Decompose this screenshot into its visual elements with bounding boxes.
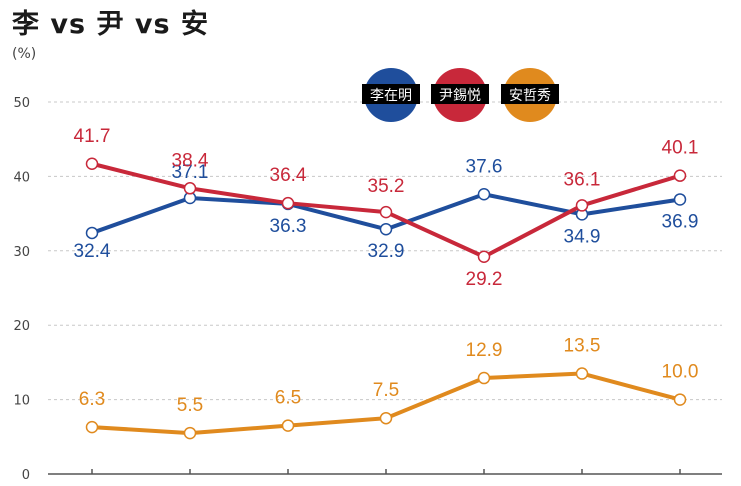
- data-point: [85, 420, 99, 434]
- data-label: 34.9: [564, 226, 601, 247]
- data-label: 12.9: [466, 340, 503, 361]
- data-point: [673, 169, 687, 182]
- data-label: 38.4: [172, 150, 209, 171]
- data-label: 37.6: [466, 156, 503, 177]
- data-point: [85, 157, 99, 171]
- data-label: 32.9: [368, 241, 405, 262]
- data-label: 36.1: [564, 169, 601, 190]
- data-label: 36.9: [662, 211, 699, 232]
- chart-title: 李 vs 尹 vs 安: [12, 9, 209, 40]
- data-label: 32.4: [74, 241, 111, 262]
- data-label: 41.7: [74, 126, 111, 147]
- data-point: [281, 196, 295, 210]
- legend-label-3: 安哲秀: [509, 88, 551, 104]
- data-point: [477, 371, 491, 385]
- data-point: [575, 199, 589, 212]
- y-tick-label-40: 40: [13, 170, 30, 185]
- data-point: [477, 188, 491, 201]
- data-point: [281, 419, 295, 432]
- data-label: 6.5: [275, 388, 301, 409]
- data-point: [379, 411, 393, 425]
- data-point: [379, 222, 393, 236]
- y-tick-label-20: 20: [13, 319, 30, 334]
- legend-label-2: 尹錫悦: [439, 88, 481, 104]
- y-tick-label-10: 10: [13, 394, 30, 409]
- data-label: 37.1: [172, 162, 209, 183]
- data-point: [85, 226, 99, 240]
- legend-label-box-3: [501, 84, 559, 104]
- data-label: 35.2: [368, 176, 405, 197]
- y-axis-unit: (%): [12, 46, 37, 62]
- y-tick-label-0: 0: [22, 468, 30, 483]
- data-point: [477, 250, 491, 264]
- data-point: [183, 426, 197, 440]
- legend-label-box-2: [431, 84, 489, 104]
- y-tick-label-50: 50: [13, 96, 30, 111]
- data-point: [673, 193, 687, 206]
- data-point: [183, 182, 197, 195]
- data-label: 6.3: [79, 389, 105, 410]
- data-label: 10.0: [662, 362, 699, 383]
- legend-label-1: 李在明: [370, 88, 412, 104]
- data-label: 29.2: [466, 269, 503, 290]
- data-label: 40.1: [662, 138, 699, 159]
- data-label: 13.5: [564, 336, 601, 357]
- data-point: [379, 205, 393, 219]
- data-label: 36.4: [270, 165, 307, 186]
- data-label: 36.3: [270, 216, 307, 237]
- data-label: 7.5: [373, 380, 399, 401]
- legend-label-box-1: [362, 84, 420, 104]
- data-point: [575, 367, 589, 380]
- data-label: 5.5: [177, 395, 203, 416]
- y-tick-label-30: 30: [13, 245, 30, 260]
- data-point: [673, 393, 687, 406]
